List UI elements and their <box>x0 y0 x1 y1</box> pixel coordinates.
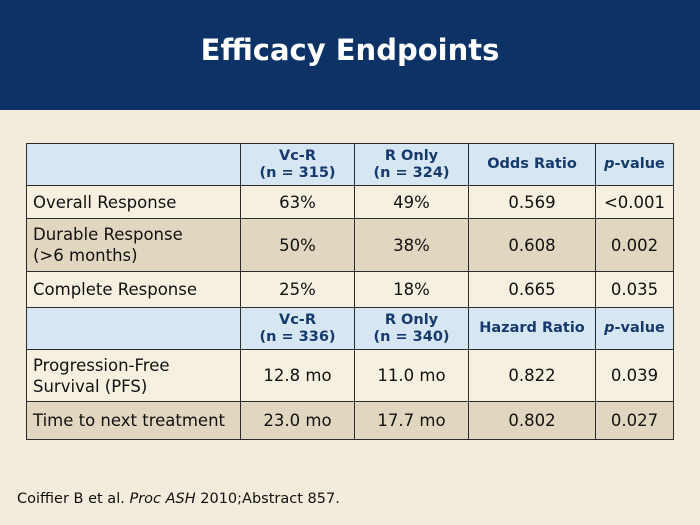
ratio-value: 0.608 <box>468 218 596 272</box>
vcr-value: 12.8 mo <box>240 349 355 402</box>
efficacy-table: Vc-R (n = 315) R Only (n = 324) Odds Rat… <box>26 143 674 440</box>
header-blank-cell <box>26 143 241 186</box>
ratio-value: 0.802 <box>468 401 596 440</box>
slide-title: Efficacy Endpoints <box>200 33 500 67</box>
header-r-only: R Only (n = 340) <box>354 307 469 350</box>
table-row: Time to next treatment 23.0 mo 17.7 mo 0… <box>26 401 674 440</box>
row-label: Progression-Free Survival (PFS) <box>26 349 241 402</box>
table-row: Complete Response 25% 18% 0.665 0.035 <box>26 271 674 308</box>
ratio-value: 0.665 <box>468 271 596 308</box>
table-header-row: Vc-R (n = 336) R Only (n = 340) Hazard R… <box>26 307 674 350</box>
ratio-value: 0.822 <box>468 349 596 402</box>
header-vcr: Vc-R (n = 336) <box>240 307 355 350</box>
header-vcr: Vc-R (n = 315) <box>240 143 355 186</box>
citation: Coiffier B et al. Proc ASH 2010;Abstract… <box>17 491 340 507</box>
header-r-only: R Only (n = 324) <box>354 143 469 186</box>
table-header-row: Vc-R (n = 315) R Only (n = 324) Odds Rat… <box>26 143 674 186</box>
p-value: 0.039 <box>595 349 674 402</box>
row-label: Overall Response <box>26 185 241 219</box>
title-banner <box>0 0 700 110</box>
header-odds-ratio: Odds Ratio <box>468 143 596 186</box>
header-hazard-ratio: Hazard Ratio <box>468 307 596 350</box>
r-only-value: 38% <box>354 218 469 272</box>
p-value: 0.027 <box>595 401 674 440</box>
row-label: Time to next treatment <box>26 401 241 440</box>
header-p-value: p-value <box>595 307 674 350</box>
p-value: 0.002 <box>595 218 674 272</box>
p-value: 0.035 <box>595 271 674 308</box>
p-value: <0.001 <box>595 185 674 219</box>
vcr-value: 63% <box>240 185 355 219</box>
vcr-value: 25% <box>240 271 355 308</box>
table-row: Overall Response 63% 49% 0.569 <0.001 <box>26 185 674 219</box>
ratio-value: 0.569 <box>468 185 596 219</box>
row-label: Durable Response (>6 months) <box>26 218 241 272</box>
r-only-value: 11.0 mo <box>354 349 469 402</box>
table-row: Durable Response (>6 months) 50% 38% 0.6… <box>26 218 674 272</box>
header-p-value: p-value <box>595 143 674 186</box>
r-only-value: 17.7 mo <box>354 401 469 440</box>
row-label: Complete Response <box>26 271 241 308</box>
vcr-value: 50% <box>240 218 355 272</box>
r-only-value: 18% <box>354 271 469 308</box>
table-row: Progression-Free Survival (PFS) 12.8 mo … <box>26 349 674 402</box>
header-blank-cell <box>26 307 241 350</box>
r-only-value: 49% <box>354 185 469 219</box>
vcr-value: 23.0 mo <box>240 401 355 440</box>
